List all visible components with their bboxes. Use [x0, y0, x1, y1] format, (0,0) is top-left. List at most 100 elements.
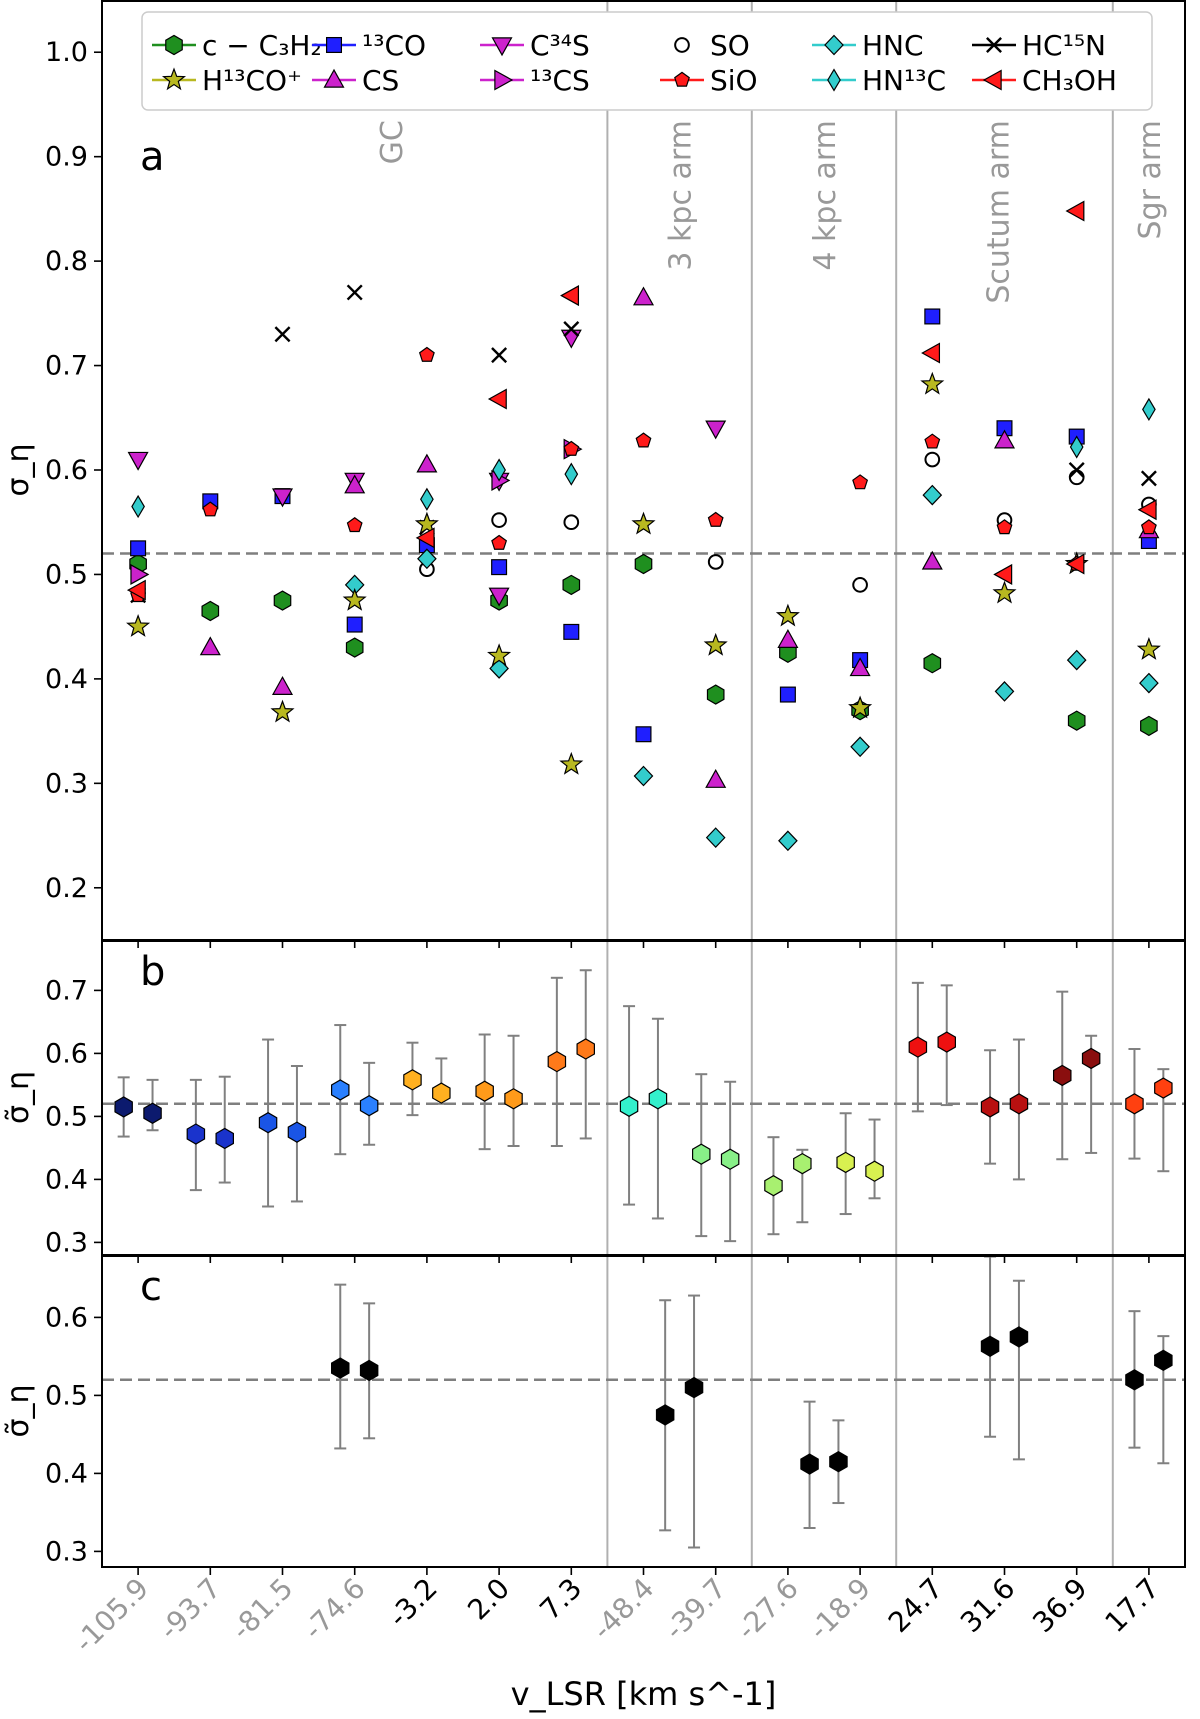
data-point [924, 451, 941, 468]
hexagon-marker [619, 1095, 639, 1118]
data-point [491, 534, 508, 550]
data-point [346, 517, 363, 533]
pentagon-marker [996, 519, 1013, 535]
thin-diamond-marker [827, 68, 841, 92]
x-marker-stroke [1140, 470, 1157, 487]
legend-entry-C34S: C³⁴S [480, 29, 590, 62]
data-point-with-errorbar [1154, 1068, 1173, 1173]
data-point [563, 321, 580, 337]
data-point [271, 488, 294, 508]
data-point [1140, 715, 1158, 737]
hexagon-marker [114, 1096, 133, 1118]
hexagon-marker [287, 1121, 307, 1143]
hexagon-marker [1125, 1369, 1144, 1391]
open-circle-marker [1068, 469, 1085, 486]
y-axis-label: σ̃_η [1, 1384, 36, 1437]
panel-letter: b [140, 949, 165, 995]
data-point-with-errorbar [1052, 990, 1072, 1161]
panel-letter: c [140, 1264, 162, 1310]
legend-entry-HN13C: HN¹³C [812, 64, 946, 97]
data-point-with-errorbar [359, 1061, 379, 1146]
data-point-with-errorbar [330, 1024, 350, 1156]
data-point [705, 420, 727, 440]
legend-entry-cC3H2: c − C₃H₂ [152, 29, 322, 62]
data-point-with-errorbar [691, 1073, 711, 1238]
data-point-with-errorbar [908, 981, 928, 1113]
hexagon-marker [836, 1151, 855, 1174]
hexagon-marker [1140, 715, 1158, 737]
triangle-down-marker [488, 587, 510, 607]
data-point [850, 736, 870, 758]
x-tick-label: -105.9 [68, 1572, 155, 1659]
legend-frame [141, 11, 1153, 111]
open-circle-marker [852, 577, 868, 593]
y-axis-label: σ̃_η [1, 1071, 36, 1124]
x-marker-stroke [986, 37, 1002, 53]
hexagon-marker [1067, 710, 1086, 731]
y-tick-label: 0.7 [45, 975, 88, 1006]
panel-letter: a [140, 134, 165, 180]
data-point [632, 286, 655, 306]
legend-entry-13CO: ¹³CO [312, 29, 426, 62]
data-point-with-errorbar [403, 1041, 422, 1117]
data-point [420, 487, 434, 511]
data-point [635, 432, 652, 448]
triangle-down-marker [127, 451, 149, 471]
hexagon-marker [655, 1404, 675, 1426]
data-point [345, 637, 364, 658]
hexagon-marker [1125, 1093, 1144, 1115]
data-point [922, 484, 943, 506]
triangle-right-marker [130, 563, 150, 585]
data-point [1065, 200, 1085, 222]
data-point [559, 751, 584, 775]
hexagon-marker [1154, 1077, 1173, 1099]
diamond-marker [417, 548, 437, 570]
data-point [416, 453, 438, 473]
data-point [126, 614, 151, 637]
star-marker [487, 643, 512, 667]
data-point [346, 616, 363, 633]
data-point-with-errorbar [215, 1075, 235, 1184]
data-point-with-errorbar [432, 1057, 451, 1105]
square-marker [779, 686, 796, 703]
diamond-marker [1139, 672, 1159, 694]
y-tick-label: 0.3 [45, 1536, 88, 1567]
legend-label: HNC [862, 29, 924, 62]
data-point [775, 603, 800, 627]
diamond-marker [994, 681, 1015, 702]
data-point [563, 514, 580, 531]
data-point [127, 451, 149, 471]
square-marker [346, 616, 363, 633]
x-tick-label: -48.4 [586, 1572, 661, 1647]
data-point [707, 554, 724, 570]
hexagon-marker [143, 1102, 162, 1124]
hexagon-marker [504, 1088, 523, 1110]
diamond-marker [705, 827, 726, 849]
open-circle-marker [707, 554, 724, 570]
data-point [707, 511, 724, 527]
x-tick-label: 2.0 [461, 1572, 516, 1627]
data-point-with-errorbar [475, 1033, 494, 1151]
data-point [414, 511, 439, 535]
legend-entry-SiO: SiO [660, 64, 758, 97]
panel-frame [101, 1255, 1186, 1568]
series-SO [419, 451, 1157, 593]
hexagon-marker [576, 1038, 596, 1060]
panel-b: 0.3 0.4 0.5 0.6 0.7 σ̃_η b [1, 940, 1186, 1263]
y-tick-label: 0.5 [45, 1380, 88, 1411]
legend-entry-CH3OH: CH₃OH [972, 64, 1117, 97]
pentagon-marker [418, 346, 435, 362]
data-point [705, 827, 726, 849]
star-marker [126, 614, 151, 637]
x-tick-label: -27.6 [730, 1572, 805, 1647]
data-point [563, 440, 580, 456]
data-point [130, 540, 147, 557]
triangle-up-marker [271, 676, 294, 695]
data-point [633, 765, 654, 787]
legend-label: HC¹⁵N [1022, 29, 1106, 62]
region-label: Scutum arm [981, 120, 1016, 304]
triangle-up-marker [344, 474, 366, 494]
data-point-with-errorbar [764, 1136, 783, 1236]
y-tick-label: 0.2 [45, 873, 88, 904]
triangle-right-marker [494, 69, 514, 91]
